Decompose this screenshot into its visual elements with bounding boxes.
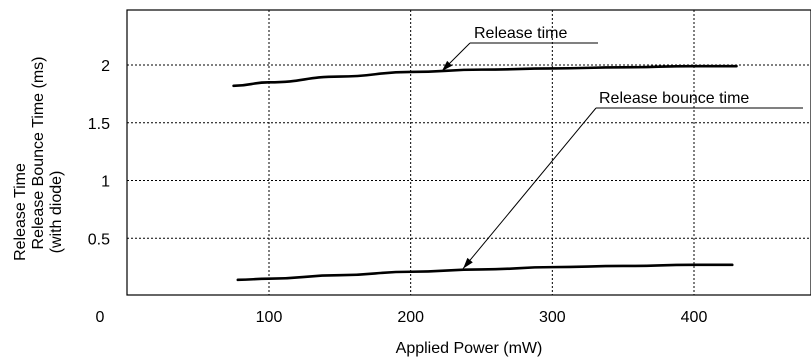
- y-axis-title: Release Time Release Bounce Time (ms) (w…: [12, 57, 65, 261]
- arrowhead: [441, 60, 453, 72]
- y-axis-title-line-2: Release Bounce Time (ms): [30, 57, 47, 250]
- x-tick-label: 0: [96, 309, 105, 326]
- x-tick-label: 100: [256, 309, 283, 326]
- y-axis-title-line-3: (with diode): [48, 171, 65, 254]
- release-bounce-time-label: Release bounce time: [462, 90, 803, 269]
- grid: [127, 10, 811, 295]
- x-tick-label: 400: [681, 309, 708, 326]
- y-axis-ticks: 0.5 1 1.5 2: [88, 58, 110, 248]
- release-time-label: Release time: [441, 25, 598, 72]
- leader-line: [462, 107, 597, 269]
- release-bounce-time-curve: [236, 263, 734, 282]
- series-labels: Release time Release bounce time: [441, 25, 803, 269]
- x-axis-title: Applied Power (mW): [396, 340, 543, 357]
- x-axis-ticks: 0 100 200 300 400: [96, 309, 708, 326]
- series: [232, 64, 738, 282]
- x-tick-label: 300: [539, 309, 566, 326]
- y-tick-label: 2: [101, 58, 110, 75]
- plot-frame: [126, 9, 811, 296]
- series-label-text: Release time: [474, 25, 567, 42]
- y-tick-label: 0.5: [88, 231, 110, 248]
- release-time-curve: [232, 64, 738, 88]
- y-tick-label: 1.5: [88, 116, 110, 133]
- x-tick-label: 200: [397, 309, 424, 326]
- series-label-text: Release bounce time: [599, 90, 749, 107]
- arrowhead: [463, 257, 473, 269]
- y-tick-label: 1: [101, 174, 110, 191]
- y-axis-title-line-1: Release Time: [12, 163, 29, 261]
